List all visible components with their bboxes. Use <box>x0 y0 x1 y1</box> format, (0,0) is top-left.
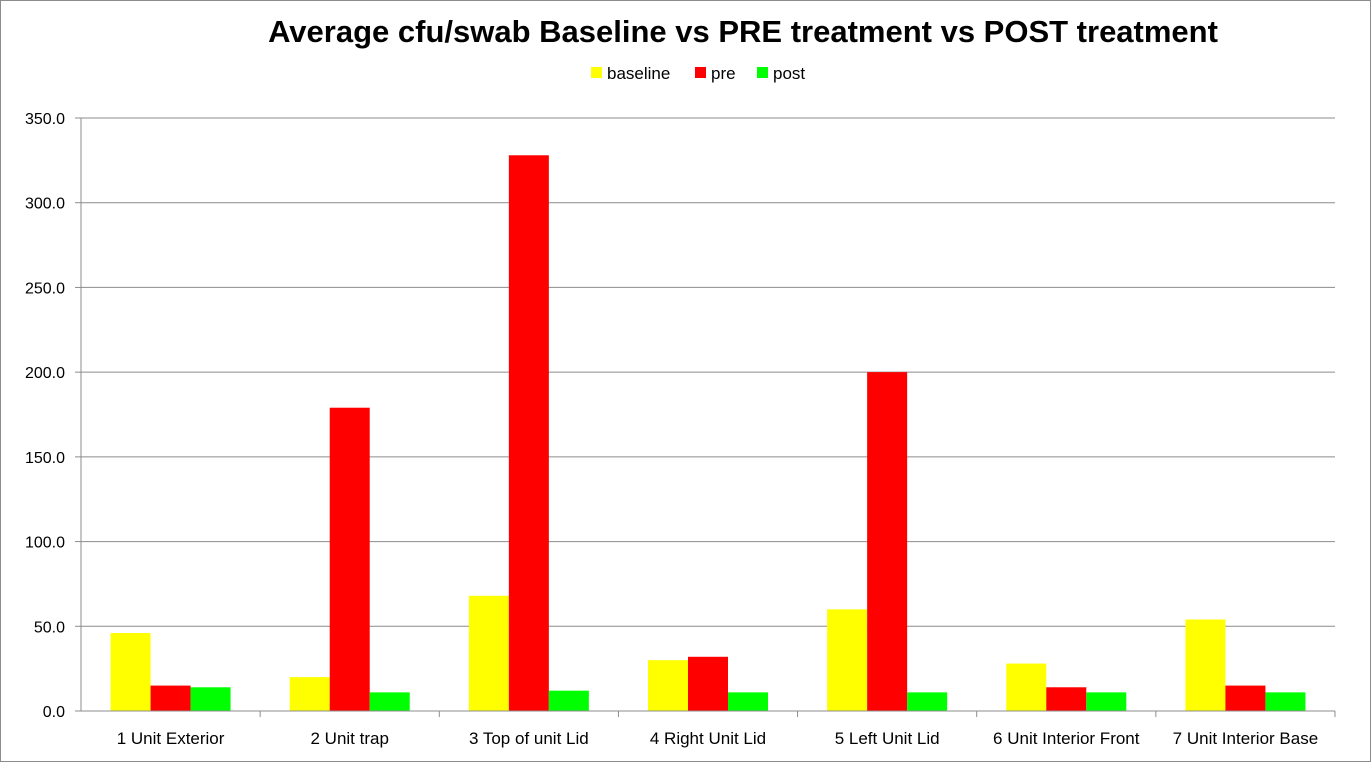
legend-swatch-post <box>757 67 768 78</box>
bar-pre <box>508 155 549 711</box>
y-tick-label: 50.0 <box>34 619 65 636</box>
y-tick-label: 0.0 <box>43 704 65 721</box>
x-axis-categories: 1 Unit Exterior 2 Unit trap 3 Top of unit … <box>117 729 1318 748</box>
bar-baseline <box>289 677 330 711</box>
y-tick-label: 350.0 <box>25 111 65 128</box>
x-category-label: 5 Left Unit Lid <box>835 729 940 748</box>
y-axis-ticks: 0.0 50.0 100.0 150.0 200.0 250.0 300.0 350.0 <box>25 111 81 721</box>
bar-post <box>728 692 768 711</box>
x-category-label: 3 Top of unit Lid <box>469 729 589 748</box>
x-category-label: 6 Unit Interior Front <box>993 729 1140 748</box>
y-tick-label: 150.0 <box>25 450 65 467</box>
bars <box>110 155 1306 711</box>
bar-post <box>1265 692 1306 711</box>
chart-legend: baseline pre post <box>591 64 805 83</box>
gridlines <box>81 117 1335 627</box>
x-category-label: 2 Unit trap <box>310 729 388 748</box>
x-category-label: 1 Unit Exterior <box>117 729 225 748</box>
bar-pre <box>150 685 191 711</box>
legend-swatch-baseline <box>591 67 602 78</box>
bar-post <box>1086 692 1127 711</box>
y-tick-label: 100.0 <box>25 535 65 552</box>
legend-label-pre: pre <box>711 64 736 83</box>
bar-post <box>369 692 410 711</box>
bar-baseline <box>827 609 868 711</box>
bar-post <box>548 690 589 711</box>
bar-pre <box>1225 685 1266 711</box>
bar-baseline <box>648 660 688 711</box>
bar-pre <box>329 407 370 711</box>
legend-label-post: post <box>773 64 805 83</box>
bar-post <box>190 687 231 711</box>
chart-title: Average cfu/swab Baseline vs PRE treatme… <box>268 14 1218 49</box>
bar-baseline <box>1185 619 1226 711</box>
y-tick-label: 200.0 <box>25 365 65 382</box>
bar-pre <box>867 372 908 711</box>
bar-baseline <box>1006 663 1047 711</box>
x-category-label: 4 Right Unit Lid <box>650 729 766 748</box>
bar-baseline <box>468 595 509 711</box>
bar-pre <box>688 656 728 711</box>
bar-baseline <box>110 633 151 711</box>
y-tick-label: 300.0 <box>25 196 65 213</box>
bar-pre <box>1046 687 1087 711</box>
bar-post <box>907 692 948 711</box>
y-tick-label: 250.0 <box>25 280 65 297</box>
legend-label-baseline: baseline <box>607 64 670 83</box>
x-category-label: 7 Unit Interior Base <box>1173 729 1319 748</box>
legend-swatch-pre <box>695 67 706 78</box>
axes <box>80 118 1336 717</box>
